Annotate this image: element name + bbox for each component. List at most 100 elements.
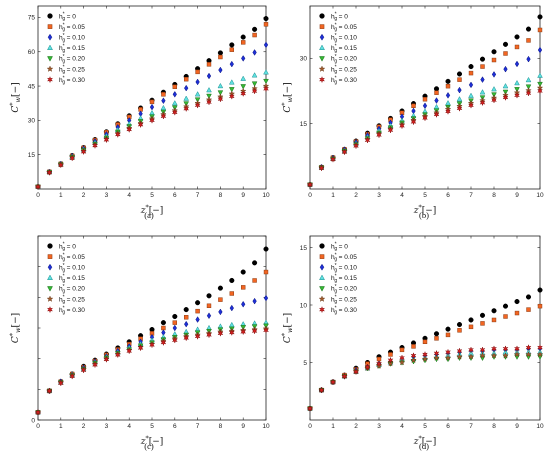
data-point bbox=[479, 56, 486, 62]
x-tick-label: 1 bbox=[59, 192, 63, 199]
x-tick-label: 7 bbox=[469, 192, 473, 199]
x-tick-label: 1 bbox=[331, 192, 335, 199]
data-point bbox=[468, 317, 474, 323]
data-point bbox=[422, 97, 428, 102]
data-point bbox=[103, 355, 110, 363]
data-point bbox=[537, 14, 543, 20]
data-point bbox=[456, 96, 463, 102]
data-point bbox=[503, 51, 508, 56]
data-point bbox=[433, 110, 440, 119]
legend-label: h* g = 0.10 bbox=[59, 33, 85, 43]
data-point bbox=[364, 363, 371, 371]
data-point bbox=[433, 349, 440, 357]
data-point bbox=[468, 70, 474, 76]
data-point bbox=[467, 353, 475, 360]
data-point bbox=[172, 320, 178, 325]
data-point bbox=[329, 378, 337, 386]
data-point bbox=[398, 354, 406, 362]
data-point bbox=[183, 315, 189, 320]
data-point bbox=[229, 47, 235, 52]
data-point bbox=[514, 79, 520, 86]
data-point bbox=[514, 44, 520, 50]
panel-label: (c) bbox=[144, 441, 154, 451]
data-point bbox=[502, 41, 509, 47]
legend-label: h* g = 0 bbox=[331, 242, 348, 252]
data-point bbox=[229, 291, 235, 296]
x-tick-label: 6 bbox=[446, 423, 450, 430]
series-7 bbox=[34, 326, 270, 416]
data-point bbox=[240, 328, 247, 336]
x-tick-label: 3 bbox=[377, 423, 381, 430]
y-tick-label: 30 bbox=[300, 56, 308, 63]
legend-label: h* g = 0 bbox=[331, 12, 348, 22]
x-tick-label: 8 bbox=[219, 423, 223, 430]
data-point bbox=[479, 346, 486, 354]
x-tick-label: 3 bbox=[105, 192, 109, 199]
data-point bbox=[445, 78, 451, 84]
data-point bbox=[456, 347, 463, 355]
data-point bbox=[456, 104, 463, 112]
data-point bbox=[252, 278, 257, 283]
data-point bbox=[229, 42, 235, 48]
data-point bbox=[206, 72, 212, 80]
data-point bbox=[263, 69, 269, 75]
data-point bbox=[526, 38, 531, 43]
data-point bbox=[114, 351, 121, 359]
data-point bbox=[457, 328, 462, 333]
data-point bbox=[34, 408, 42, 416]
data-point bbox=[526, 307, 531, 312]
x-tick-label: 8 bbox=[492, 192, 496, 199]
plot-area bbox=[37, 5, 267, 190]
x-axis-label: z*[−] bbox=[413, 204, 437, 217]
data-point bbox=[410, 352, 417, 360]
data-point bbox=[480, 64, 485, 69]
data-point bbox=[375, 131, 383, 139]
data-point bbox=[387, 356, 394, 364]
legend-label: h* g = 0.30 bbox=[59, 305, 85, 315]
data-point bbox=[126, 347, 133, 355]
data-point bbox=[502, 83, 509, 89]
y-tick-label: 10 bbox=[300, 302, 308, 309]
x-tick-label: 5 bbox=[423, 423, 427, 430]
legend-marker bbox=[47, 286, 53, 292]
data-point bbox=[433, 86, 440, 92]
data-point bbox=[263, 78, 269, 85]
legend-marker bbox=[47, 263, 53, 271]
data-point bbox=[205, 331, 213, 339]
x-tick-label: 7 bbox=[469, 423, 473, 430]
data-point bbox=[434, 97, 439, 104]
data-point bbox=[306, 404, 314, 413]
data-point bbox=[491, 57, 497, 63]
x-axis-label: z*[−] bbox=[140, 204, 164, 217]
data-point bbox=[252, 32, 257, 38]
data-point bbox=[467, 346, 475, 354]
y-axis-label: C*w[−] bbox=[9, 313, 23, 343]
legend-label: h* g = 0 bbox=[59, 12, 76, 22]
data-point bbox=[251, 327, 258, 335]
x-tick-label: 5 bbox=[150, 423, 154, 430]
data-point bbox=[160, 112, 167, 120]
x-tick-label: 0 bbox=[308, 423, 312, 430]
y-tick-label: 15 bbox=[300, 121, 308, 128]
x-tick-label: 5 bbox=[150, 192, 154, 199]
legend-label: h* g = 0.10 bbox=[59, 263, 85, 273]
data-point bbox=[228, 329, 235, 337]
data-point bbox=[525, 343, 532, 352]
data-point bbox=[172, 84, 178, 89]
data-point bbox=[491, 317, 497, 323]
data-point bbox=[161, 97, 166, 105]
data-point bbox=[433, 354, 440, 361]
data-point bbox=[148, 341, 156, 349]
data-point bbox=[514, 299, 520, 305]
data-point bbox=[422, 339, 428, 345]
data-point bbox=[433, 331, 440, 337]
x-axis-label: z*[−] bbox=[140, 435, 164, 448]
data-point bbox=[183, 334, 190, 342]
x-tick-label: 9 bbox=[515, 423, 519, 430]
legend-marker bbox=[47, 33, 53, 41]
legend-label: h* g = 0.05 bbox=[59, 252, 85, 262]
data-point bbox=[240, 269, 246, 275]
data-point bbox=[537, 81, 543, 88]
series-7 bbox=[306, 87, 544, 189]
data-point bbox=[445, 83, 451, 89]
